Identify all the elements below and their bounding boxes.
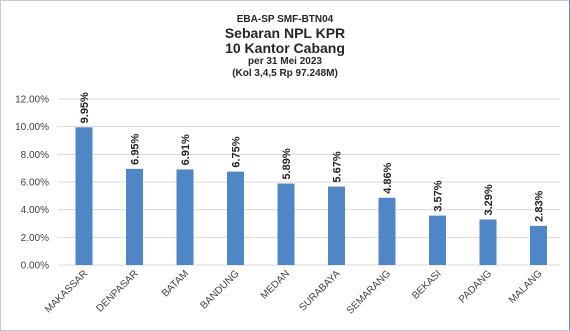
data-label: 6.95% (130, 133, 142, 164)
x-tick-label: MALANG (507, 268, 545, 306)
bar (479, 219, 497, 265)
x-tick-label: BEKASI (410, 268, 443, 301)
bar (429, 215, 446, 265)
x-tick-label: SURABAYA (297, 268, 342, 313)
chart-title-block: EBA-SP SMF-BTN04 Sebaran NPL KPR 10 Kant… (0, 14, 570, 80)
data-label: 4.86% (382, 162, 394, 193)
x-tick-label: MEDAN (259, 268, 292, 301)
x-tick-label: DENPASAR (94, 268, 140, 314)
bar (126, 168, 143, 265)
bar (378, 197, 396, 265)
y-tick-label: 4.00% (21, 205, 49, 216)
data-label: 6.91% (180, 134, 192, 165)
x-tick-label: SEMARANG (345, 268, 393, 316)
bar (530, 225, 547, 265)
bar (328, 186, 345, 265)
x-tick-label: BATAM (160, 268, 191, 299)
x-tick-label: MAKASSAR (43, 268, 90, 315)
y-tick-label: 6.00% (21, 178, 49, 189)
data-label: 9.95% (79, 92, 91, 123)
data-label: 2.83% (534, 190, 546, 221)
x-tick-label: PADANG (457, 268, 494, 305)
y-tick-label: 0.00% (21, 261, 49, 272)
y-tick-label: 2.00% (21, 233, 49, 244)
chart-title-line-1: EBA-SP SMF-BTN04 (236, 14, 334, 25)
x-axis-ticks: MAKASSAR DENPASAR BATAM BANDUNG MEDAN SURABAY… (43, 268, 545, 316)
data-labels: 9.95% 6.95% 6.91% 6.75% 5.89% 5.67% 4.86% 3.57%… (79, 92, 546, 222)
chart-title-line-5: (Kol 3,4,5 Rp 97.248M) (232, 68, 338, 79)
x-tick-label: BANDUNG (198, 268, 241, 311)
bar (176, 169, 194, 265)
data-label: 5.67% (332, 151, 344, 182)
chart-title-line-2: Sebaran NPL KPR (224, 25, 346, 41)
data-label: 6.75% (231, 136, 243, 167)
data-label: 5.89% (281, 148, 293, 179)
chart-title-line-3: 10 Kantor Cabang (225, 40, 345, 56)
data-label: 3.57% (433, 180, 445, 211)
chart-title-line-4: per 31 Mei 2023 (248, 56, 322, 67)
bar (277, 183, 295, 265)
y-axis-ticks: 0.00% 2.00% 4.00% 6.00% 8.00% 10.00% 12.00% (15, 95, 49, 272)
bar (75, 127, 93, 265)
y-tick-label: 10.00% (15, 122, 49, 133)
data-label: 3.29% (483, 184, 495, 215)
y-tick-label: 8.00% (21, 150, 49, 161)
bar (227, 171, 244, 265)
bars (75, 127, 547, 265)
y-tick-label: 12.00% (15, 95, 49, 106)
